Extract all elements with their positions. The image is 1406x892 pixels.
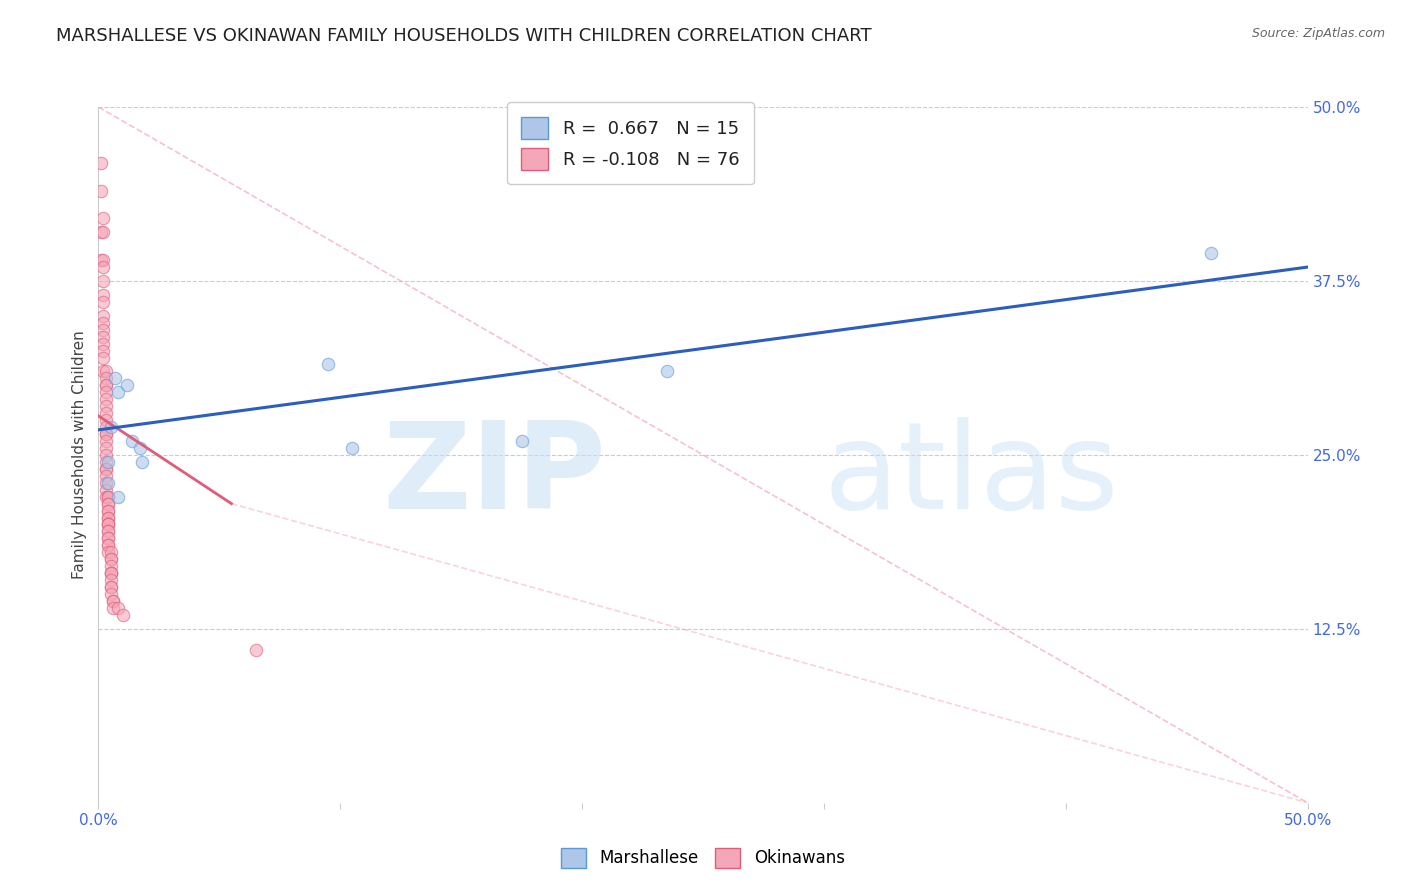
Point bbox=[94, 483, 117, 497]
Point bbox=[104, 371, 127, 385]
Point bbox=[90, 253, 112, 268]
Point bbox=[97, 517, 120, 532]
Point bbox=[94, 378, 117, 392]
Point bbox=[90, 225, 112, 239]
Point bbox=[97, 545, 120, 559]
Point bbox=[100, 420, 122, 434]
Point bbox=[91, 274, 114, 288]
Point bbox=[91, 294, 114, 309]
Legend: R =  0.667   N = 15, R = -0.108   N = 76: R = 0.667 N = 15, R = -0.108 N = 76 bbox=[508, 103, 754, 184]
Legend: Marshallese, Okinawans: Marshallese, Okinawans bbox=[554, 841, 852, 875]
Point bbox=[97, 510, 120, 524]
Point bbox=[91, 225, 114, 239]
Point bbox=[97, 524, 120, 539]
Point bbox=[107, 385, 129, 400]
Point bbox=[91, 260, 114, 274]
Point bbox=[91, 329, 114, 343]
Point bbox=[100, 580, 122, 594]
Point bbox=[101, 594, 124, 608]
Point bbox=[100, 580, 122, 594]
Point bbox=[107, 490, 129, 504]
Point bbox=[342, 441, 364, 455]
Point bbox=[94, 420, 117, 434]
Point bbox=[100, 566, 122, 581]
Point bbox=[94, 399, 117, 413]
Point bbox=[97, 517, 120, 532]
Point bbox=[101, 601, 124, 615]
Point bbox=[91, 309, 114, 323]
Point bbox=[316, 358, 339, 372]
Point bbox=[94, 441, 117, 455]
Point bbox=[510, 434, 533, 448]
Point bbox=[100, 566, 122, 581]
Point bbox=[100, 573, 122, 587]
Point bbox=[100, 552, 122, 566]
Point bbox=[111, 607, 134, 622]
Point bbox=[128, 441, 150, 455]
Point bbox=[97, 532, 120, 546]
Point bbox=[94, 427, 117, 442]
Point bbox=[94, 462, 117, 476]
Point bbox=[94, 448, 117, 462]
Point bbox=[97, 455, 120, 469]
Point bbox=[94, 434, 117, 448]
Point bbox=[97, 503, 120, 517]
Point bbox=[94, 462, 117, 476]
Point bbox=[97, 490, 120, 504]
Point bbox=[97, 538, 120, 552]
Point bbox=[94, 427, 117, 442]
Point bbox=[91, 343, 114, 358]
Point bbox=[91, 323, 114, 337]
Point bbox=[94, 490, 117, 504]
Point bbox=[121, 434, 143, 448]
Point bbox=[94, 406, 117, 420]
Text: Source: ZipAtlas.com: Source: ZipAtlas.com bbox=[1251, 27, 1385, 40]
Point bbox=[101, 594, 124, 608]
Point bbox=[97, 538, 120, 552]
Point bbox=[94, 378, 117, 392]
Point bbox=[91, 253, 114, 268]
Point bbox=[97, 475, 120, 490]
Point bbox=[90, 155, 112, 169]
Point bbox=[91, 316, 114, 330]
Y-axis label: Family Households with Children: Family Households with Children bbox=[72, 331, 87, 579]
Point bbox=[94, 364, 117, 378]
Point bbox=[94, 475, 117, 490]
Point bbox=[90, 184, 112, 198]
Point bbox=[91, 364, 114, 378]
Point bbox=[100, 566, 122, 581]
Point bbox=[97, 524, 120, 539]
Point bbox=[245, 642, 267, 657]
Text: ZIP: ZIP bbox=[382, 417, 606, 534]
Point bbox=[655, 364, 678, 378]
Point bbox=[94, 392, 117, 407]
Point bbox=[117, 378, 139, 392]
Point bbox=[94, 455, 117, 469]
Point bbox=[97, 503, 120, 517]
Point bbox=[94, 385, 117, 400]
Point bbox=[97, 510, 120, 524]
Point bbox=[100, 552, 122, 566]
Point bbox=[100, 545, 122, 559]
Point bbox=[91, 288, 114, 302]
Point bbox=[1199, 246, 1222, 260]
Point bbox=[131, 455, 153, 469]
Point bbox=[97, 497, 120, 511]
Point bbox=[97, 532, 120, 546]
Point bbox=[91, 336, 114, 351]
Point bbox=[107, 601, 129, 615]
Point bbox=[97, 490, 120, 504]
Point bbox=[100, 587, 122, 601]
Point bbox=[91, 351, 114, 365]
Point bbox=[100, 559, 122, 574]
Point bbox=[97, 517, 120, 532]
Point bbox=[94, 468, 117, 483]
Point bbox=[94, 371, 117, 385]
Text: MARSHALLESE VS OKINAWAN FAMILY HOUSEHOLDS WITH CHILDREN CORRELATION CHART: MARSHALLESE VS OKINAWAN FAMILY HOUSEHOLD… bbox=[56, 27, 872, 45]
Point bbox=[94, 413, 117, 427]
Point bbox=[97, 497, 120, 511]
Point bbox=[91, 211, 114, 226]
Text: atlas: atlas bbox=[824, 417, 1119, 534]
